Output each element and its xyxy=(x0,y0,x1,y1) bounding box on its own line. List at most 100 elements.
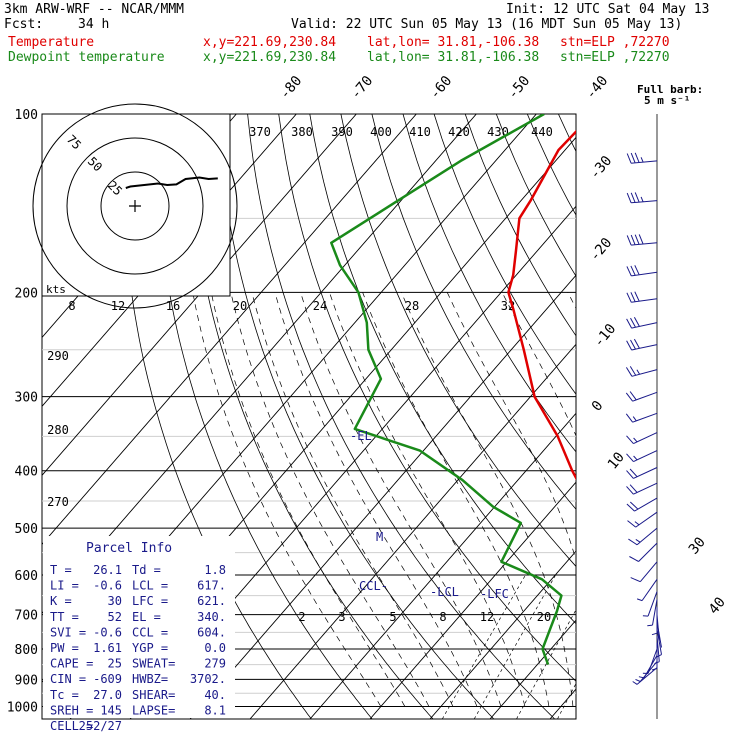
pressure-label-100: 100 xyxy=(15,108,38,123)
pressure-label-900: 900 xyxy=(15,673,38,688)
isotherm-label--20: -20 xyxy=(587,235,616,265)
valid-time: Valid: 22 UTC Sun 05 May 13 (16 MDT Sun … xyxy=(291,17,683,32)
mixing-top-label-28: 28 xyxy=(405,299,419,313)
mixing-bottom-label-8: 8 xyxy=(439,610,446,624)
isotherm-label--80: -80 xyxy=(277,73,306,103)
isotherm--50 xyxy=(189,274,576,719)
theta-label-380: 380 xyxy=(291,125,313,139)
parcel-key-10: CELL = xyxy=(50,719,93,733)
mixing-bottom-label-12: 12 xyxy=(480,610,494,624)
parcel-key2-2: LFC = xyxy=(132,594,168,608)
dewpoint-legend: Dewpoint temperature xyxy=(8,50,165,65)
moist-adiabat-8 xyxy=(362,292,550,707)
isotherm-label--60: -60 xyxy=(427,73,456,103)
hodograph-ring-3 xyxy=(32,103,238,309)
moist-adiabat--4 xyxy=(274,292,478,707)
isotherm-label--50: -50 xyxy=(505,73,534,103)
pressure-label-200: 200 xyxy=(15,286,38,301)
wind-barb-570 xyxy=(630,561,658,583)
dry-adiabat-390 xyxy=(590,114,740,719)
parcel-key-9: SREH = xyxy=(50,703,93,717)
dry-adiabat-400 xyxy=(621,114,740,719)
isotherm--100 xyxy=(42,114,417,545)
isotherm-40 xyxy=(730,114,740,719)
parcel-value2-4: 604. xyxy=(197,625,226,639)
parcel-value2-2: 621. xyxy=(197,594,226,608)
wind-barb-345 xyxy=(626,432,658,445)
isotherm-label--30: -30 xyxy=(587,153,616,183)
theta-label-440: 440 xyxy=(531,125,553,139)
wind-barb-370 xyxy=(626,450,658,463)
theta-left-label-2: 270 xyxy=(47,495,69,509)
parcel-key2-9: LAPSE= xyxy=(132,703,175,717)
dewpoint-xy: x,y=221.69,230.84 xyxy=(203,50,337,65)
mixing-top-label-12: 12 xyxy=(111,299,125,313)
wind-barb-640 xyxy=(642,591,658,617)
wind-barb-140 xyxy=(626,192,658,204)
wind-barb-165 xyxy=(626,234,658,246)
forecast-label: Fcst: xyxy=(4,17,44,32)
parcel-key2-6: SWEAT= xyxy=(132,657,175,671)
theta-label-410: 410 xyxy=(409,125,431,139)
wind-barb-420 xyxy=(626,482,658,495)
parcel-value2-9: 8.1 xyxy=(204,703,226,717)
isotherm-label--40: -40 xyxy=(583,73,612,103)
parcel-value2-6: 279 xyxy=(204,657,226,671)
lcl-marker: -LCL xyxy=(430,585,459,599)
mixing-top-label-20: 20 xyxy=(233,299,247,313)
mixing-bottom-label-5: 5 xyxy=(389,610,396,624)
wind-barb-120 xyxy=(626,152,658,164)
theta-label-370: 370 xyxy=(249,125,271,139)
hodograph-frame xyxy=(41,113,231,297)
moist-adiabat--12 xyxy=(230,292,430,707)
forecast-hour: 34 h xyxy=(78,17,110,32)
moist-adiabat--20 xyxy=(192,292,382,707)
parcel-key-1: LI = xyxy=(50,579,79,593)
parcel-value-4: -0.6 xyxy=(93,625,122,639)
isotherm-label-30: 30 xyxy=(686,534,709,557)
parcel-annotations: -EL -LCL -LFC CCL- M xyxy=(350,429,509,601)
parcel-value-1: -0.6 xyxy=(93,579,122,593)
parcel-key2-0: Td = xyxy=(132,563,161,577)
isotherm-label--70: -70 xyxy=(348,73,377,103)
mixing-bottom-label-2: 2 xyxy=(298,610,305,624)
dry-adiabat-360 xyxy=(495,114,576,277)
parcel-value2-3: 340. xyxy=(197,610,226,624)
theta-label-390: 390 xyxy=(331,125,353,139)
wind-barb-205 xyxy=(626,291,658,303)
dry-adiabat-310 xyxy=(340,114,576,568)
parcel-value-0: 26.1 xyxy=(93,563,122,577)
wind-barb-840 xyxy=(635,661,658,682)
lfc-marker: -LFC xyxy=(480,587,509,601)
dry-adiabat-410 xyxy=(652,114,740,719)
parcel-value-3: 52 xyxy=(108,610,122,624)
temperature-latlon: lat,lon= 31.81,-106.38 xyxy=(367,35,540,50)
model-title: 3km ARW-WRF -- NCAR/MMM xyxy=(4,2,185,17)
wind-barb-530 xyxy=(629,542,658,562)
dry-adiabat-280 xyxy=(247,114,555,719)
wind-barb-185 xyxy=(626,265,658,277)
mixing-ratio-8 xyxy=(557,682,576,719)
parcel-key2-3: EL = xyxy=(132,610,161,624)
hodograph-trace xyxy=(125,176,218,189)
moist-adiabat-28 xyxy=(643,292,686,706)
moist-adiabat--8 xyxy=(251,292,454,707)
parcel-value2-1: 617. xyxy=(197,579,226,593)
parcel-value-6: 25 xyxy=(108,657,122,671)
wind-key-title: Full barb: xyxy=(637,83,703,96)
wind-barb-445 xyxy=(626,497,658,512)
dry-adiabat-430 xyxy=(714,114,740,719)
parcel-value-9: 145 xyxy=(100,703,122,717)
wind-barb-860 xyxy=(632,667,658,685)
isotherm--10 xyxy=(429,550,576,719)
theta-label-420: 420 xyxy=(448,125,470,139)
hodograph-units: kts xyxy=(46,283,66,296)
wind-barb-470 xyxy=(627,511,658,528)
parcel-panel-title: Parcel Info xyxy=(86,541,172,556)
mixing-top-label-24: 24 xyxy=(313,299,327,313)
parcel-value2-7: 3702. xyxy=(190,672,226,686)
parcel-key2-8: SHEAR= xyxy=(132,688,175,702)
parcel-key-5: PW = xyxy=(50,641,79,655)
isotherm--110 xyxy=(42,114,357,477)
wind-barb-500 xyxy=(628,527,658,546)
